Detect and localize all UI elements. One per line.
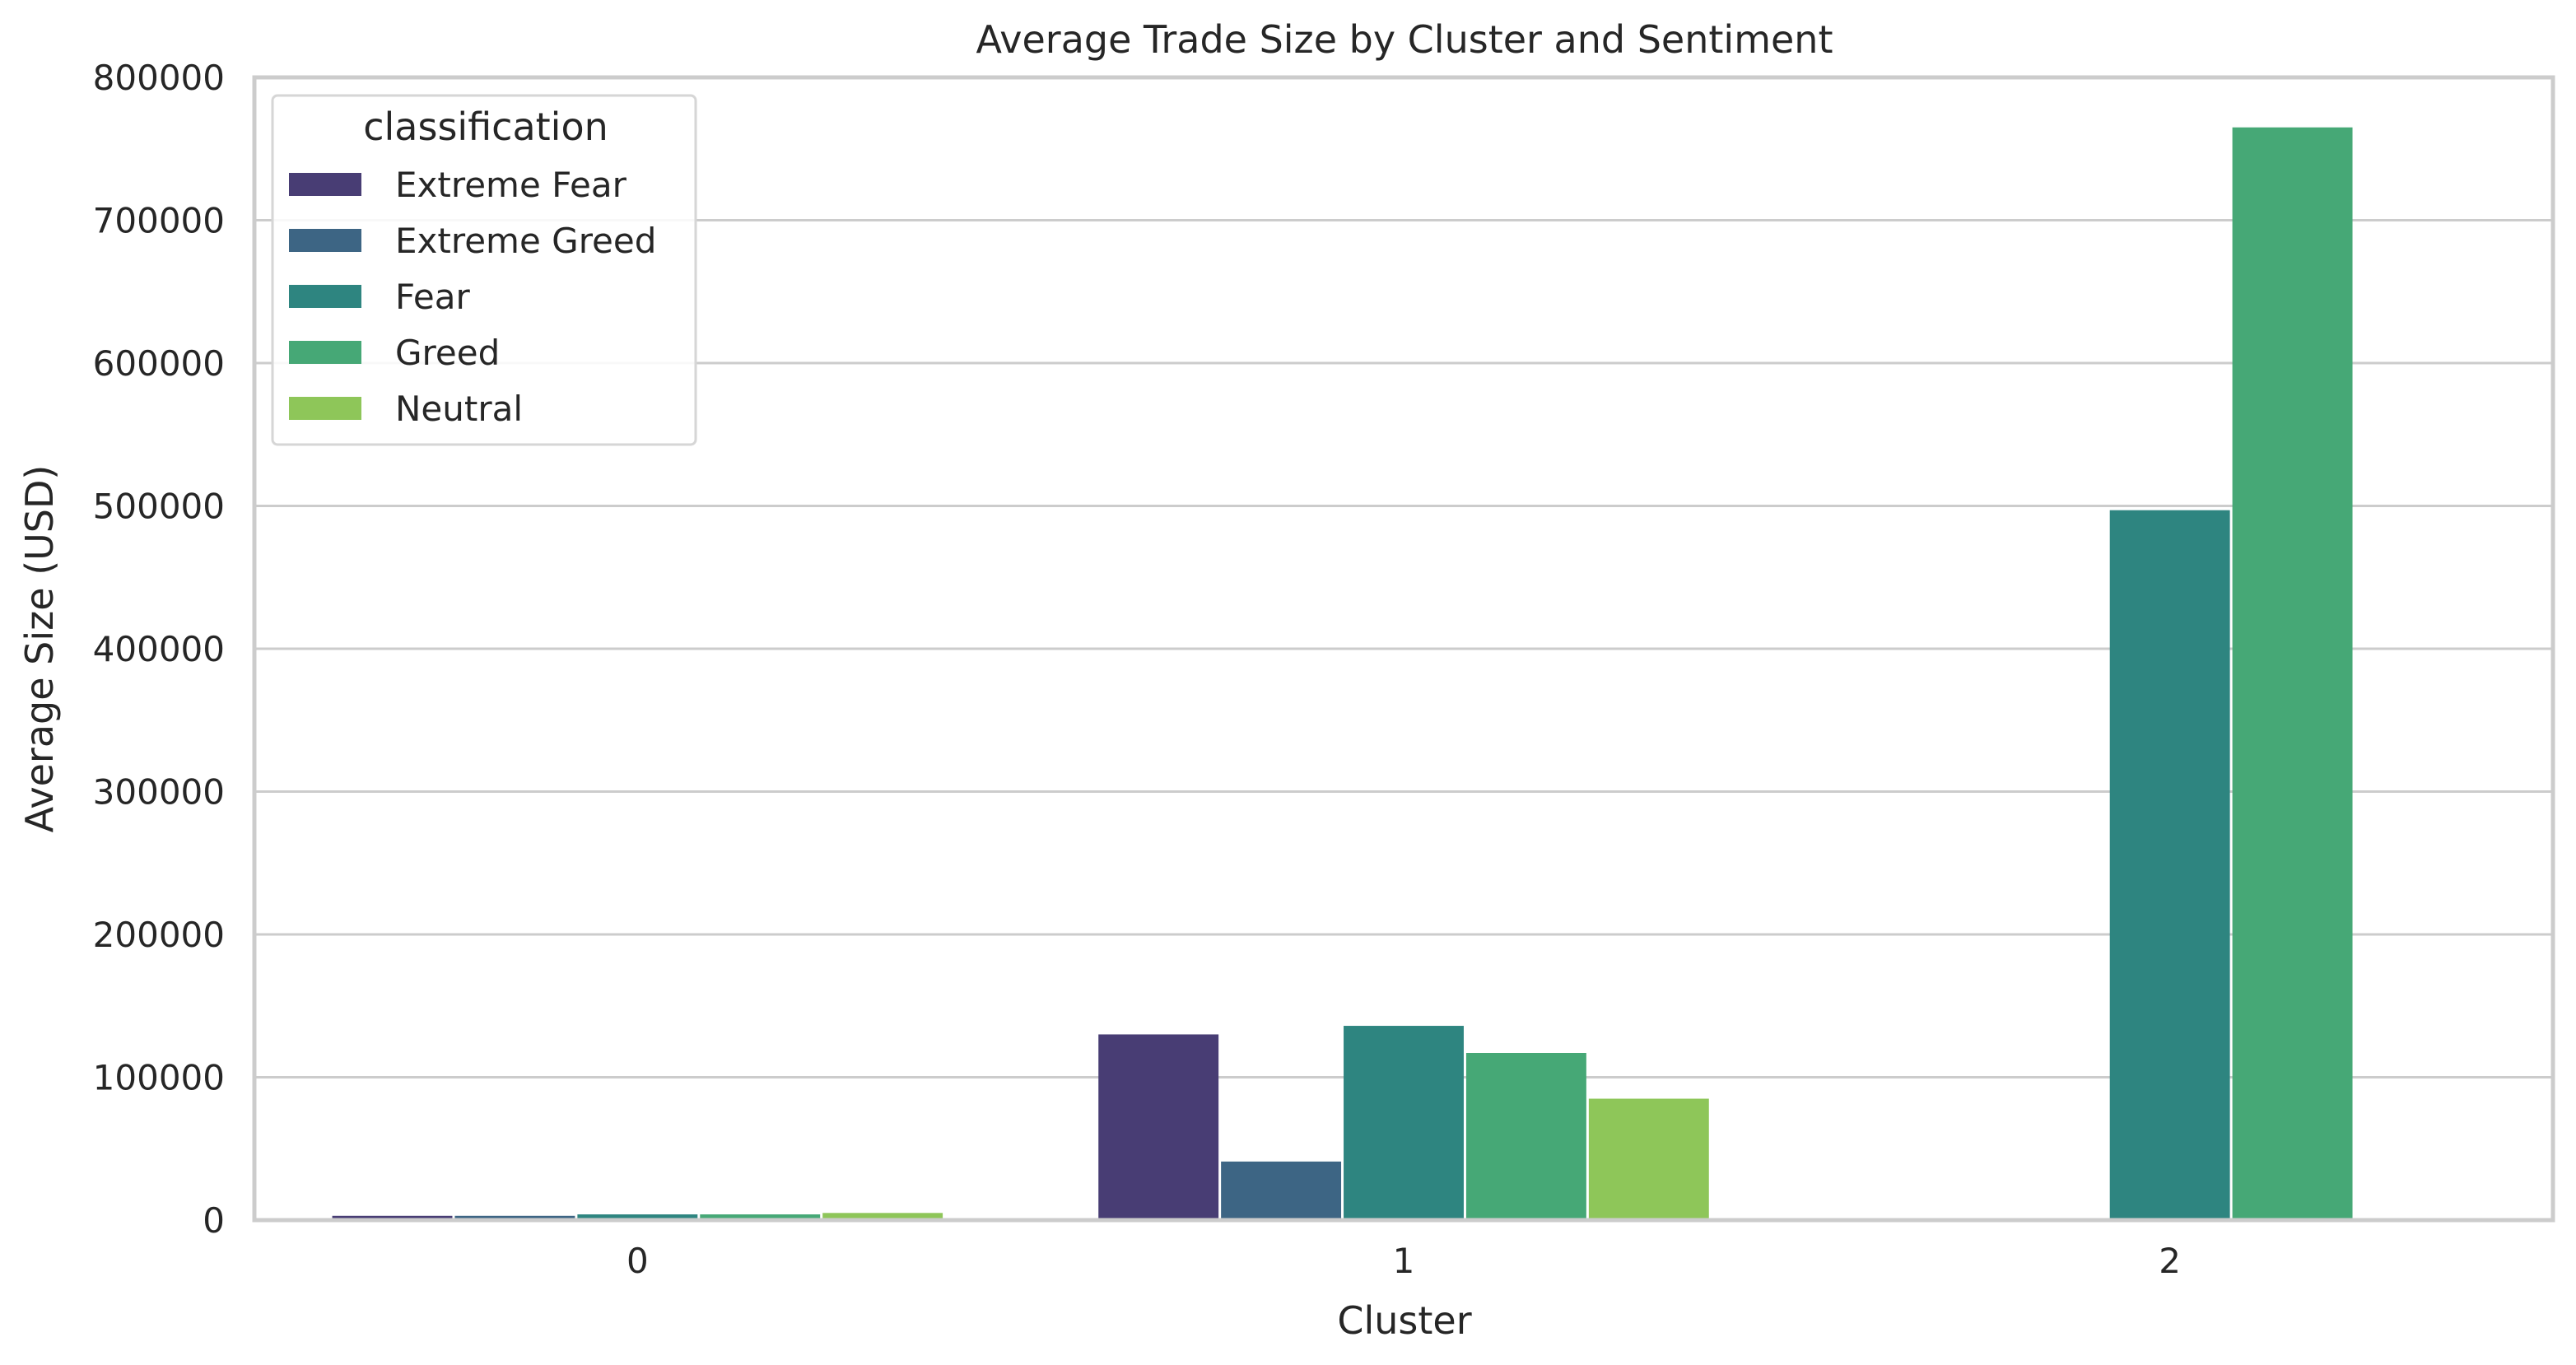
bar xyxy=(2109,510,2230,1220)
bar xyxy=(822,1213,943,1220)
y-tick-label: 200000 xyxy=(93,915,225,955)
x-axis-label: Cluster xyxy=(1337,1298,1471,1343)
y-tick-label: 800000 xyxy=(93,58,225,98)
y-tick-label: 500000 xyxy=(93,487,225,527)
chart-title: Average Trade Size by Cluster and Sentim… xyxy=(976,17,1833,62)
x-tick-label: 1 xyxy=(1393,1241,1415,1281)
bar xyxy=(700,1214,821,1220)
y-tick-label: 700000 xyxy=(93,201,225,241)
y-tick-label: 600000 xyxy=(93,343,225,384)
y-tick-label: 100000 xyxy=(93,1058,225,1098)
y-axis-label: Average Size (USD) xyxy=(17,465,62,833)
bar xyxy=(1344,1026,1464,1220)
bar xyxy=(2232,127,2353,1221)
legend-label: Extreme Fear xyxy=(395,165,627,205)
x-tick-label: 0 xyxy=(627,1241,649,1281)
legend-title: classification xyxy=(363,105,608,149)
bars xyxy=(332,127,2353,1221)
legend-swatch xyxy=(289,229,361,252)
x-tick-label: 2 xyxy=(2159,1241,2181,1281)
legend-label: Greed xyxy=(395,333,500,373)
legend-swatch xyxy=(289,397,361,420)
y-tick-label: 300000 xyxy=(93,772,225,813)
plot-frame xyxy=(252,75,2555,1223)
bar xyxy=(1465,1053,1586,1220)
bar xyxy=(1588,1098,1709,1220)
legend-label: Fear xyxy=(395,277,470,317)
legend-swatch xyxy=(289,285,361,308)
legend-swatch xyxy=(289,173,361,196)
bar xyxy=(577,1214,698,1220)
legend-box xyxy=(271,94,697,446)
bar xyxy=(332,1215,453,1220)
y-tick-label: 0 xyxy=(203,1200,225,1241)
y-axis-ticks: 0 100000 200000 300000 400000 500000 600000 700… xyxy=(93,58,225,1241)
bar xyxy=(1221,1161,1342,1220)
legend-items: Extreme Fear Extreme Greed Fear Greed Neutra… xyxy=(289,165,656,429)
y-tick-label: 400000 xyxy=(93,629,225,669)
bar xyxy=(1098,1034,1219,1220)
x-axis-ticks: 0 1 2 xyxy=(627,1241,2181,1281)
bar xyxy=(454,1215,575,1220)
legend-label: Neutral xyxy=(395,389,523,429)
legend-label: Extreme Greed xyxy=(395,221,656,261)
legend-swatch xyxy=(289,341,361,364)
legend: classification Extreme Fear Extreme Greed… xyxy=(271,94,697,446)
